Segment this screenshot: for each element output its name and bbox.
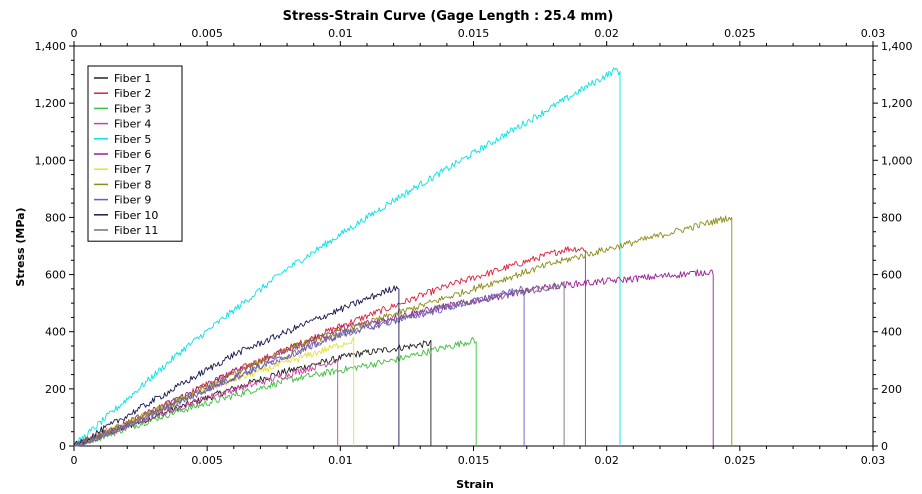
y-tick-label-left: 600 — [45, 269, 66, 282]
legend-label-4: Fiber 4 — [114, 118, 151, 131]
x-tick-label-top: 0.02 — [594, 27, 619, 40]
legend-label-6: Fiber 6 — [114, 148, 151, 161]
x-tick-label-bottom: 0.01 — [328, 454, 353, 467]
series-line-10 — [73, 285, 400, 447]
legend-label-7: Fiber 7 — [114, 163, 151, 176]
x-tick-label-bottom: 0.015 — [458, 454, 490, 467]
legend: Fiber 1 Fiber 2 Fiber 3 Fiber 4 Fiber 5 Fiber… — [87, 65, 183, 242]
chart-title: Stress-Strain Curve (Gage Length : 25.4 … — [283, 9, 614, 24]
x-tick-label-top: 0.01 — [328, 27, 353, 40]
x-tick-label-top: 0.03 — [861, 27, 886, 40]
y-tick-label-left: 1,200 — [35, 97, 67, 110]
y-tick-label-left: 200 — [45, 383, 66, 396]
series-line-4 — [74, 358, 339, 447]
y-tick-label-right: 1,400 — [881, 40, 913, 53]
y-tick-label-right: 1,000 — [881, 154, 913, 167]
series-layer — [73, 67, 733, 447]
legend-label-3: Fiber 3 — [114, 102, 151, 115]
legend-label-2: Fiber 2 — [114, 87, 151, 100]
y-tick-label-left: 400 — [45, 326, 66, 339]
x-tick-label-bottom: 0 — [71, 454, 78, 467]
y-tick-label-left: 1,400 — [35, 40, 67, 53]
legend-label-10: Fiber 10 — [114, 209, 158, 222]
y-tick-label-right: 200 — [881, 383, 902, 396]
x-tick-label-bottom: 0.025 — [724, 454, 756, 467]
x-tick-label-bottom: 0.02 — [594, 454, 619, 467]
x-tick-label-top: 0.005 — [191, 27, 223, 40]
legend-label-11: Fiber 11 — [114, 224, 158, 237]
x-tick-label-bottom: 0.03 — [861, 454, 886, 467]
series-line-11 — [74, 280, 565, 447]
legend-label-1: Fiber 1 — [114, 72, 151, 85]
x-axis-title: Strain — [456, 478, 494, 491]
x-tick-label-top: 0.025 — [724, 27, 756, 40]
y-tick-label-left: 0 — [59, 440, 66, 453]
series-line-3 — [73, 336, 477, 447]
legend-label-9: Fiber 9 — [114, 194, 151, 207]
legend-label-5: Fiber 5 — [114, 133, 151, 146]
x-tick-label-top: 0.015 — [458, 27, 490, 40]
legend-label-8: Fiber 8 — [114, 178, 151, 191]
axes-layer: 000.0050.0050.010.010.0150.0150.020.020.… — [35, 27, 913, 467]
y-tick-label-left: 1,000 — [35, 154, 67, 167]
y-tick-label-right: 600 — [881, 269, 902, 282]
y-tick-label-right: 0 — [881, 440, 888, 453]
series-line-5 — [74, 67, 621, 447]
y-tick-label-right: 1,200 — [881, 97, 913, 110]
x-tick-label-bottom: 0.005 — [191, 454, 223, 467]
series-line-9 — [73, 285, 525, 447]
series-line-6 — [73, 269, 714, 447]
y-tick-label-left: 800 — [45, 211, 66, 224]
y-axis-title: Stress (MPa) — [14, 207, 27, 286]
y-tick-label-right: 800 — [881, 211, 902, 224]
x-tick-label-top: 0 — [71, 27, 78, 40]
y-tick-label-right: 400 — [881, 326, 902, 339]
